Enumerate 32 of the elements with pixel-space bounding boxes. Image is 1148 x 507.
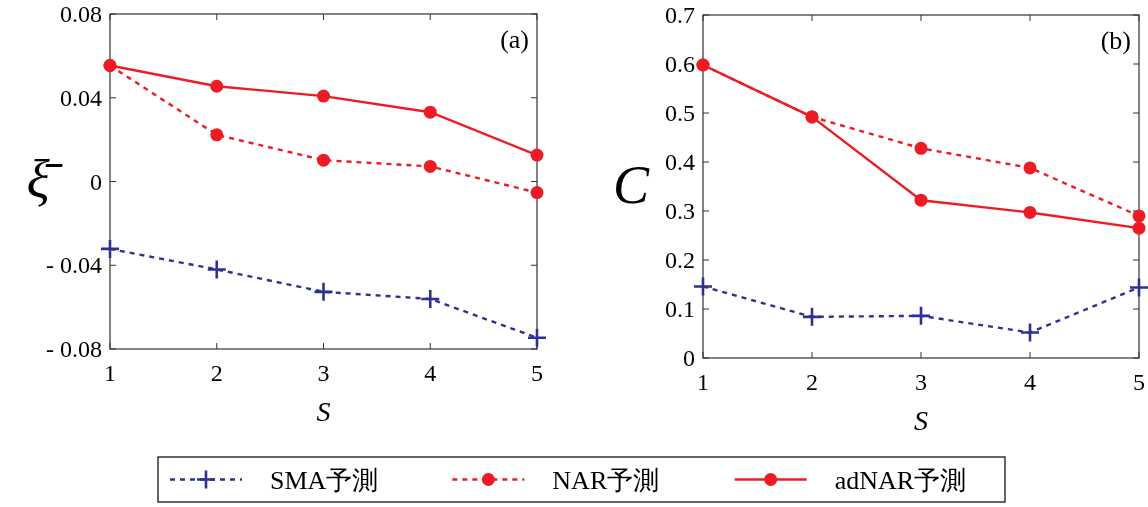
y-tick-label: 0 xyxy=(683,345,695,371)
x-tick-label: 2 xyxy=(210,360,223,386)
legend-label: SMA予測 xyxy=(270,465,379,495)
legend-label: NAR予測 xyxy=(552,465,660,495)
x-tick-label: 3 xyxy=(915,369,927,395)
x-tick-label: 5 xyxy=(531,360,543,386)
y-tick-label: 0.6 xyxy=(665,51,695,77)
annotation: (b) xyxy=(1100,26,1131,55)
y-tick-label: 0.08 xyxy=(60,1,102,27)
annotation: (a) xyxy=(500,25,529,54)
y-tick-label: 0.2 xyxy=(665,247,695,273)
y-tick-label: 0.4 xyxy=(665,149,695,175)
x-tick-label: 3 xyxy=(317,360,330,386)
y-tick-label: 0.7 xyxy=(665,2,695,28)
y-tick-label: 0 xyxy=(90,168,102,195)
x-tick-label: 1 xyxy=(697,369,709,395)
x-tick-label: 1 xyxy=(104,360,116,386)
y-tick-label: - 0.04 xyxy=(46,252,102,279)
y-tick-label: 0.1 xyxy=(665,296,695,322)
x-tick-label: 4 xyxy=(1024,369,1036,395)
x-tick-label: 5 xyxy=(1133,369,1145,395)
y-tick-label: 0.5 xyxy=(665,100,695,126)
y-tick-label: - 0.08 xyxy=(46,336,102,362)
y-tick-label: 0.04 xyxy=(60,84,102,111)
x-tick-label: 2 xyxy=(806,369,818,395)
y-axis-title: ξ̄ xyxy=(26,149,64,210)
x-axis-title: S xyxy=(316,396,331,427)
y-axis-title: C xyxy=(612,154,650,215)
legend-label: adNAR予測 xyxy=(834,465,967,495)
y-tick-label: 0.3 xyxy=(665,198,695,224)
x-axis-title: S xyxy=(914,405,928,436)
x-tick-label: 4 xyxy=(424,360,437,386)
